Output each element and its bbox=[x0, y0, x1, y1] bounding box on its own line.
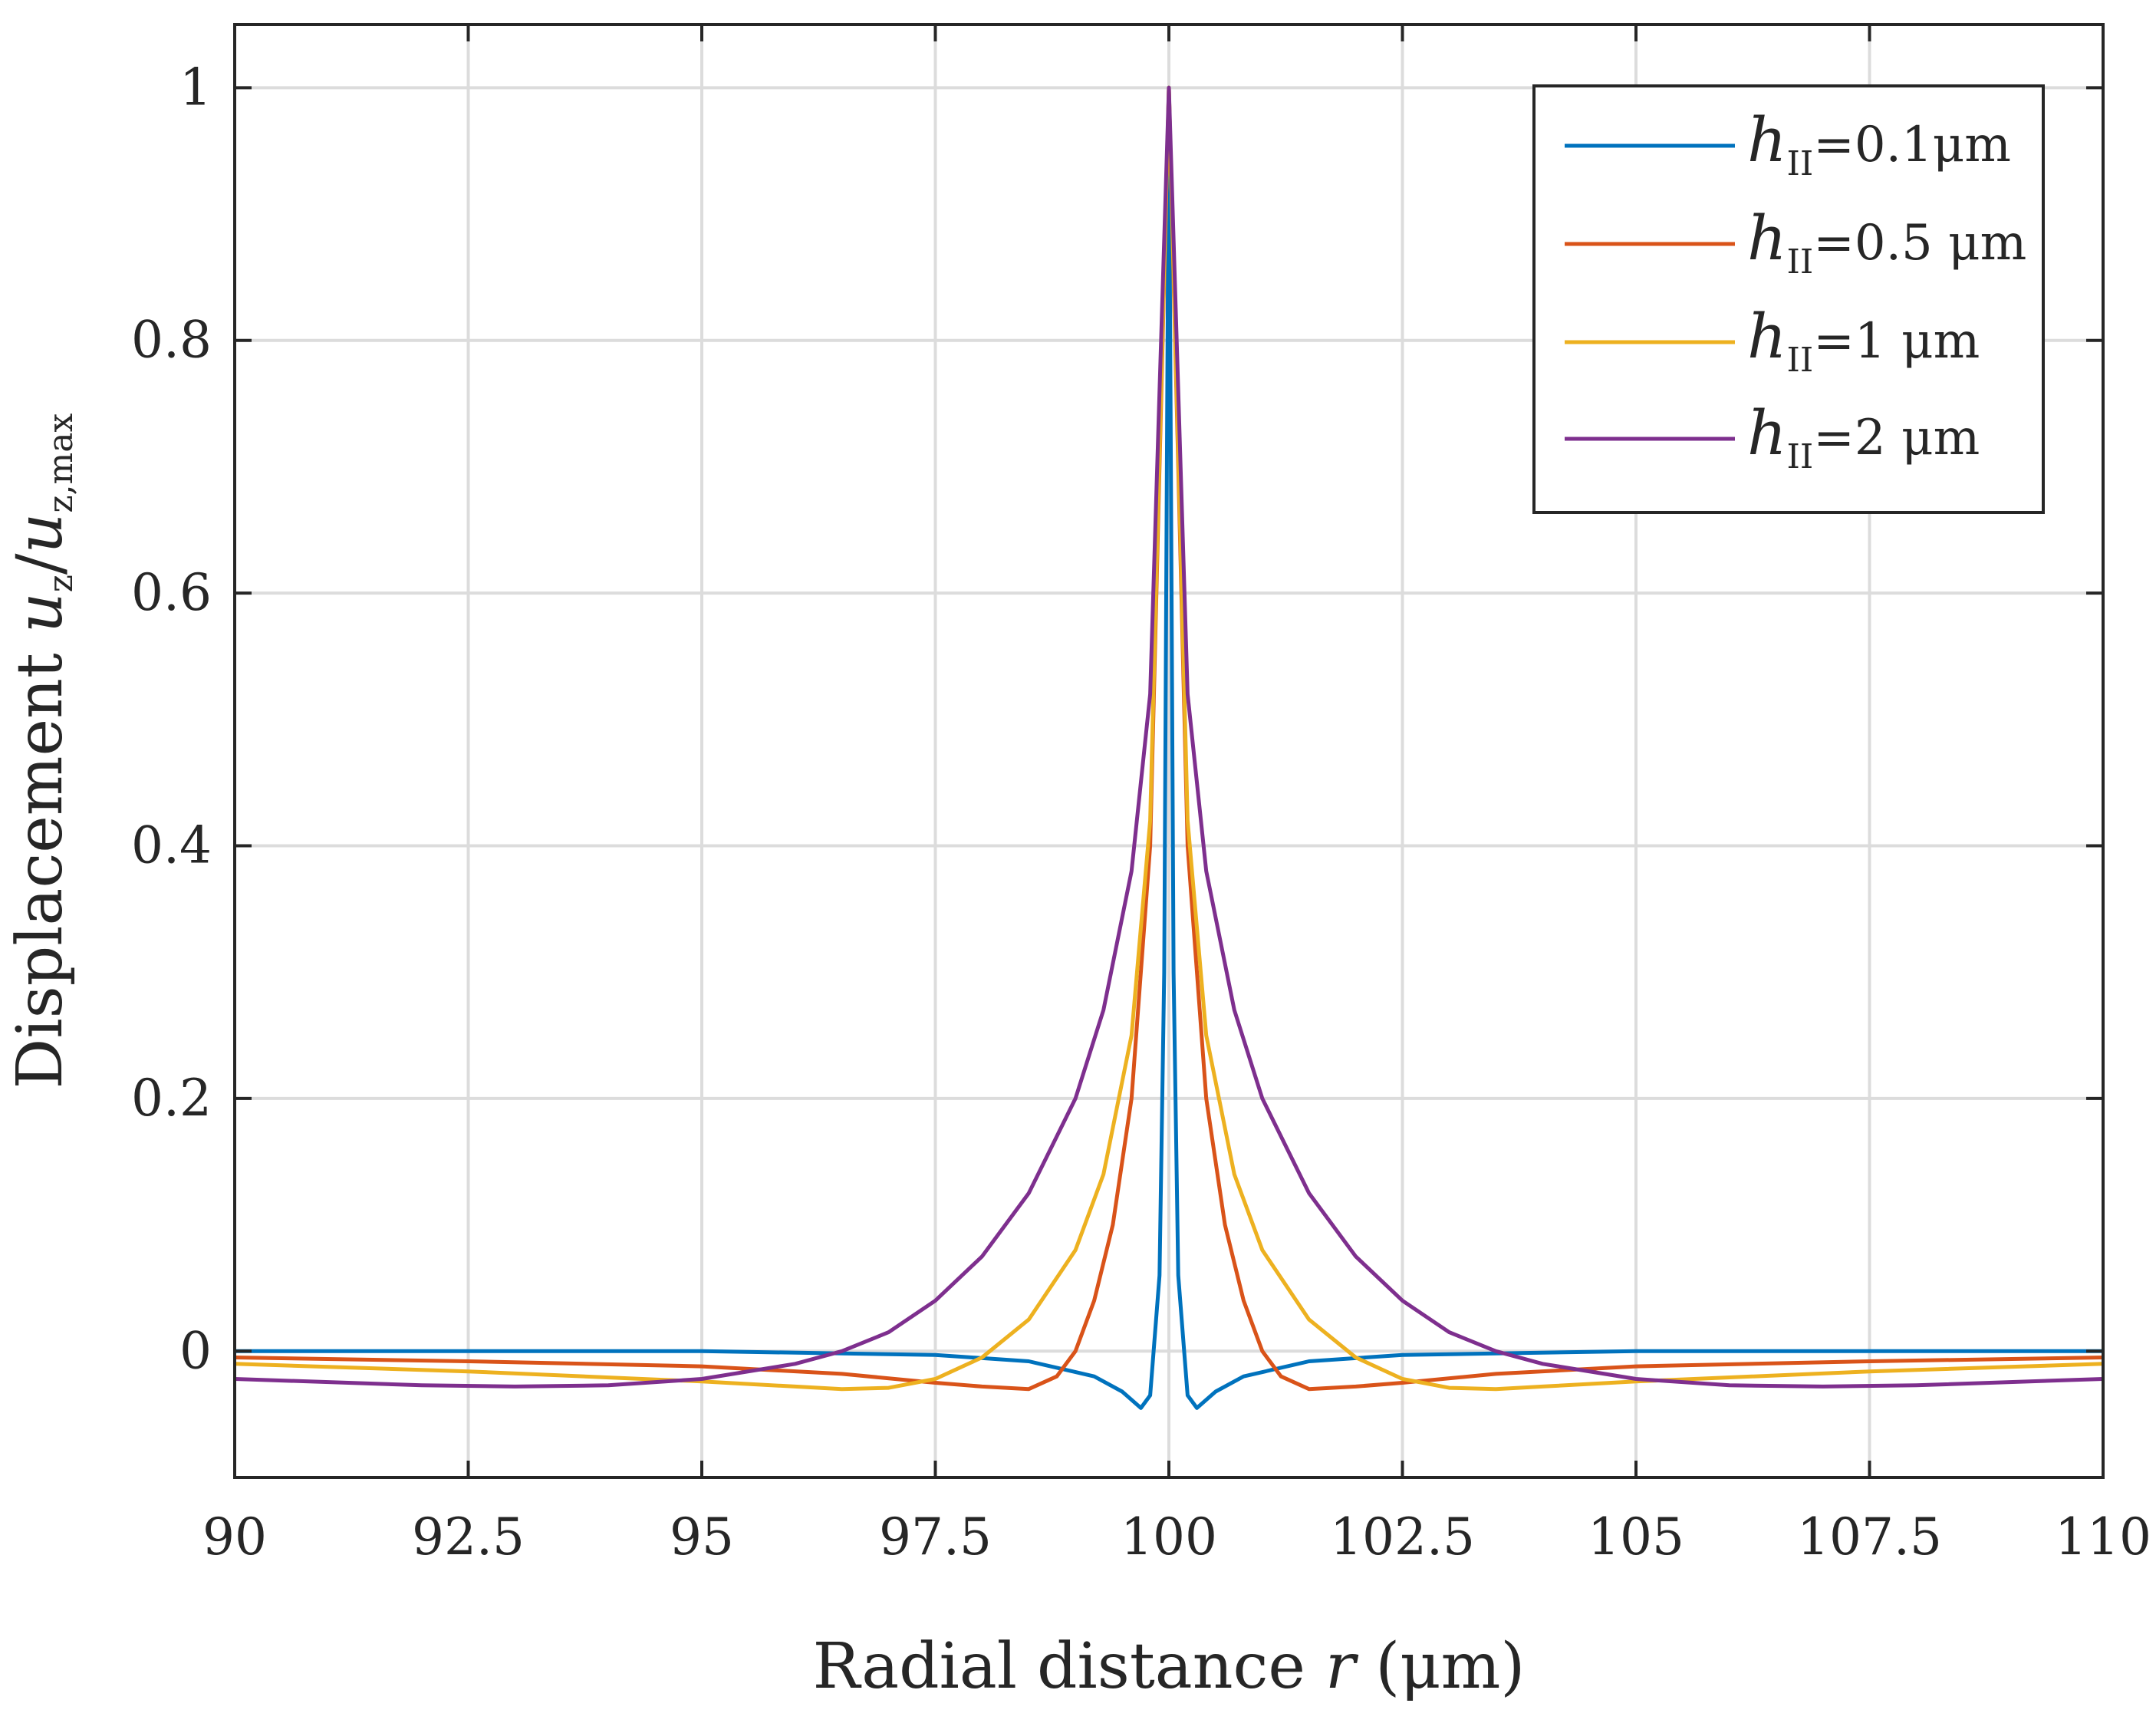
x-axis-label-unit: (μm) bbox=[1355, 1630, 1525, 1703]
legend-var: h bbox=[1747, 301, 1787, 372]
x-tick-label: 102.5 bbox=[1330, 1507, 1475, 1567]
y-axis-label-den: u bbox=[4, 513, 77, 554]
series-line-4 bbox=[234, 85, 2104, 1389]
x-tick-label: 90 bbox=[202, 1507, 267, 1567]
tick-marks bbox=[233, 25, 2105, 1478]
series-lines bbox=[234, 85, 2104, 1410]
y-tick-label: 0.2 bbox=[131, 1069, 212, 1128]
legend-rest: =1 μm bbox=[1813, 313, 1980, 370]
x-tick-labels: 90 92.5 95 97.5 100 102.5 105 107.5 110 bbox=[202, 1507, 2151, 1567]
x-tick-label: 105 bbox=[1588, 1507, 1684, 1567]
y-axis-label-num-sub: z bbox=[41, 575, 81, 592]
legend-label-2: hII=0.5 μm bbox=[1747, 203, 2026, 282]
y-axis-label-slash: / bbox=[4, 553, 77, 575]
x-tick-label: 97.5 bbox=[879, 1507, 992, 1567]
legend-var: h bbox=[1747, 397, 1787, 469]
y-axis-label-num: u bbox=[4, 592, 77, 633]
x-tick-label: 100 bbox=[1121, 1507, 1217, 1567]
x-tick-label: 110 bbox=[2055, 1507, 2151, 1567]
x-tick-label: 92.5 bbox=[412, 1507, 525, 1567]
legend-var: h bbox=[1747, 203, 1787, 274]
x-tick-label: 107.5 bbox=[1797, 1507, 1942, 1567]
legend-var: h bbox=[1747, 104, 1787, 176]
y-tick-label: 0.4 bbox=[131, 816, 212, 875]
legend-label-3: hII=1 μm bbox=[1747, 301, 1980, 380]
legend-rest: =2 μm bbox=[1813, 410, 1980, 466]
y-tick-label: 0.8 bbox=[131, 311, 212, 370]
legend-label-4: hII=2 μm bbox=[1747, 397, 1980, 476]
y-axis-label-prefix: Displacement bbox=[4, 633, 77, 1089]
x-axis-label-text: Radial distance bbox=[813, 1630, 1325, 1703]
legend-rest: =0.1μm bbox=[1813, 117, 2011, 173]
legend-sub: II bbox=[1787, 437, 1814, 476]
legend-sub: II bbox=[1787, 341, 1814, 380]
y-tick-labels: 0 0.2 0.4 0.6 0.8 1 bbox=[131, 58, 212, 1380]
y-tick-label: 0.6 bbox=[131, 563, 212, 622]
y-tick-label: 1 bbox=[179, 58, 212, 117]
x-axis-label: Radial distance r (μm) bbox=[813, 1630, 1526, 1703]
y-axis-label-den-sub: z,max bbox=[41, 413, 81, 513]
legend-rest: =0.5 μm bbox=[1813, 215, 2026, 272]
legend-box bbox=[1532, 84, 2045, 514]
legend-sub: II bbox=[1787, 144, 1814, 183]
legend-sub: II bbox=[1787, 242, 1814, 282]
x-tick-label: 95 bbox=[670, 1507, 734, 1567]
legend-label-1: hII=0.1μm bbox=[1747, 104, 2011, 183]
y-axis-label: Displacement uz/uz,max bbox=[4, 413, 81, 1089]
x-axis-label-var: r bbox=[1325, 1630, 1359, 1703]
y-tick-label: 0 bbox=[179, 1321, 212, 1380]
